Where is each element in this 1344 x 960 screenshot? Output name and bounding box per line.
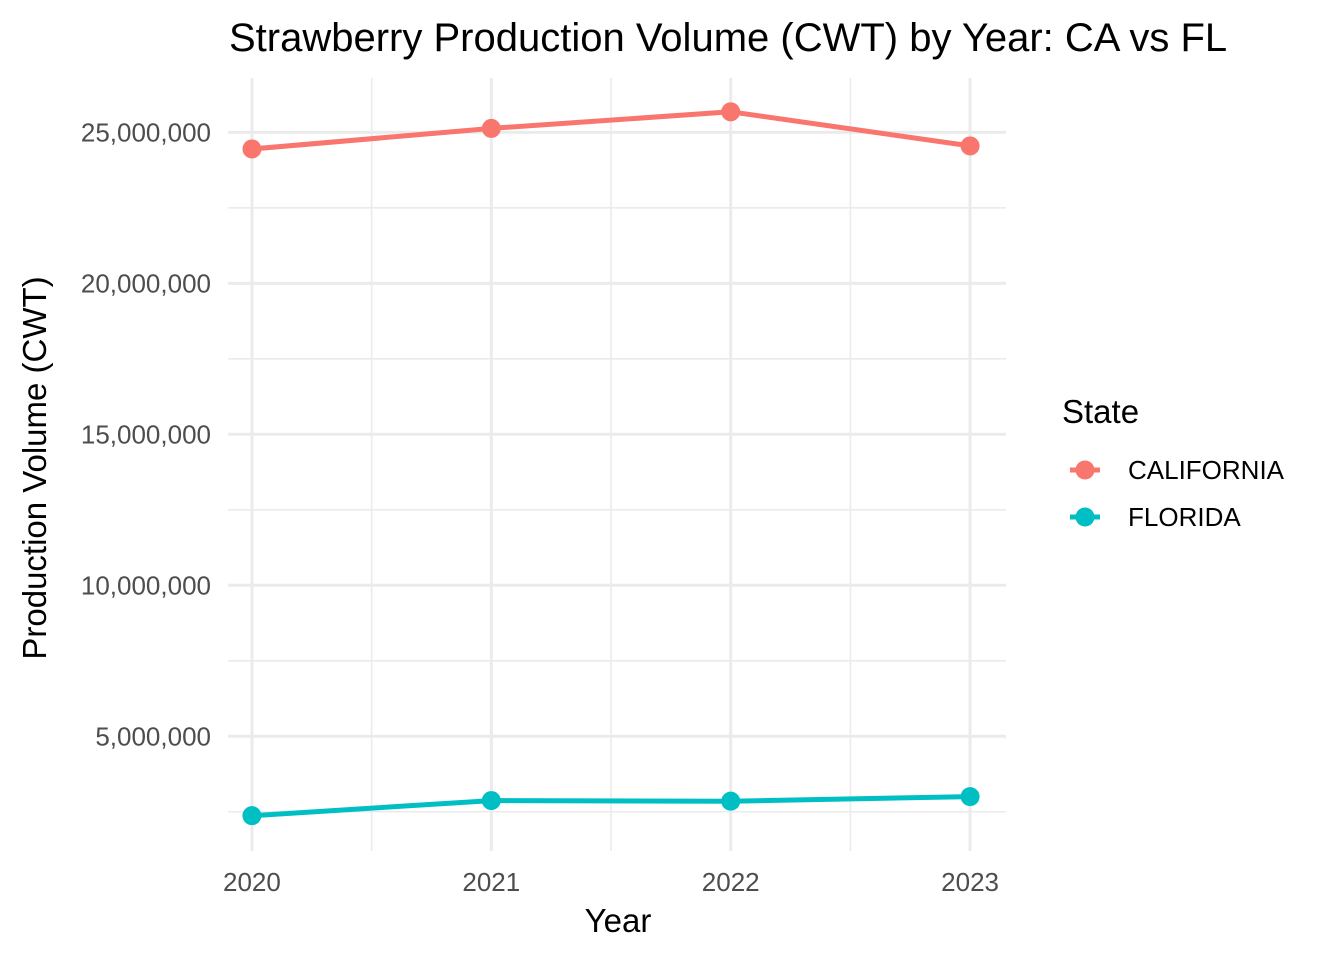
x-tick-label: 2021	[462, 867, 520, 897]
data-point-california	[960, 136, 980, 156]
y-tick-label: 15,000,000	[81, 419, 211, 449]
legend-item-florida: FLORIDA	[1070, 502, 1241, 532]
x-tick-label: 2022	[702, 867, 760, 897]
grid	[228, 78, 1006, 851]
data-point-california	[481, 118, 501, 138]
y-axis-title: Production Volume (CWT)	[16, 276, 53, 659]
legend-label: FLORIDA	[1128, 502, 1241, 532]
y-axis-ticks: 5,000,000 10,000,000 15,000,000 20,000,000 2…	[81, 117, 211, 751]
data-point-florida	[960, 787, 980, 807]
y-tick-label: 5,000,000	[95, 721, 211, 751]
data-point-california	[242, 139, 262, 159]
x-axis-title: Year	[585, 902, 652, 939]
legend-items: CALIFORNIA FLORIDA	[1070, 455, 1285, 532]
series-layer	[242, 102, 980, 826]
x-axis-ticks: 2020 2021 2022 2023	[223, 867, 999, 897]
legend-key-point	[1075, 507, 1095, 527]
legend-key-point	[1075, 460, 1095, 480]
chart-title: Strawberry Production Volume (CWT) by Ye…	[229, 16, 1227, 60]
legend-label: CALIFORNIA	[1128, 455, 1285, 485]
data-point-california	[721, 102, 741, 122]
series-line-florida	[249, 794, 973, 819]
legend-title: State	[1062, 393, 1139, 430]
y-tick-label: 10,000,000	[81, 570, 211, 600]
x-tick-label: 2023	[941, 867, 999, 897]
legend: State CALIFORNIA FLORIDA	[1062, 393, 1285, 532]
data-point-florida	[481, 791, 501, 811]
y-tick-label: 20,000,000	[81, 268, 211, 298]
data-point-florida	[721, 791, 741, 811]
series-line-california	[249, 109, 973, 152]
x-tick-label: 2020	[223, 867, 281, 897]
y-tick-label: 25,000,000	[81, 117, 211, 147]
legend-item-california: CALIFORNIA	[1070, 455, 1285, 485]
data-point-florida	[242, 806, 262, 826]
